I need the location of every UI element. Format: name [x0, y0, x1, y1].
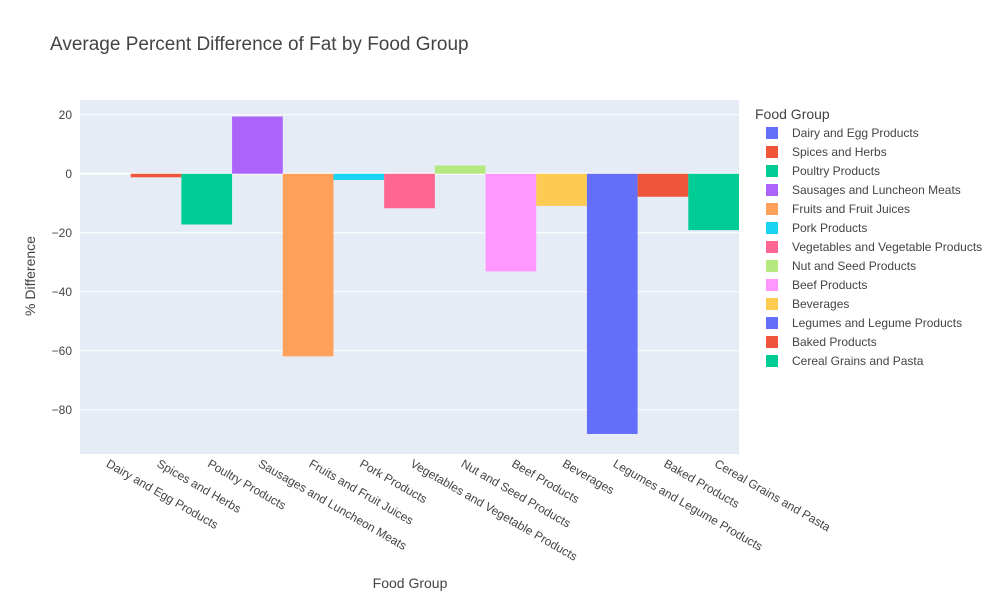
legend-item-label: Nut and Seed Products — [792, 259, 916, 273]
chart-title: Average Percent Difference of Fat by Foo… — [50, 34, 469, 55]
y-tick-label: 0 — [65, 167, 72, 181]
bars — [130, 116, 739, 434]
legend-swatch — [766, 298, 778, 310]
legend-swatch — [766, 336, 778, 348]
legend-title: Food Group — [755, 106, 830, 122]
legend-swatch — [766, 260, 778, 272]
bar — [536, 173, 587, 206]
y-tick-label: 20 — [59, 108, 73, 122]
legend-item-label: Spices and Herbs — [792, 145, 887, 159]
legend-swatch — [766, 165, 778, 177]
legend-swatch — [766, 222, 778, 234]
legend-swatch — [766, 203, 778, 215]
x-axis-title: Food Group — [373, 575, 448, 591]
legend-item-label: Cereal Grains and Pasta — [792, 354, 924, 368]
bar — [130, 173, 182, 178]
bar — [384, 173, 435, 209]
legend-swatch — [766, 146, 778, 158]
y-tick-label: −80 — [52, 403, 73, 417]
legend-swatch — [766, 241, 778, 253]
legend-item-label: Vegetables and Vegetable Products — [792, 240, 982, 254]
legend-item-label: Pork Products — [792, 221, 867, 235]
legend-swatch — [766, 184, 778, 196]
bar — [688, 173, 739, 231]
legend-item-label: Poultry Products — [792, 164, 880, 178]
legend-item-label: Fruits and Fruit Juices — [792, 202, 910, 216]
legend-item-label: Baked Products — [792, 335, 877, 349]
y-axis-title: % Difference — [22, 236, 38, 316]
bar — [232, 116, 283, 174]
legend-item-label: Beef Products — [792, 278, 867, 292]
legend-swatch — [766, 355, 778, 367]
bar — [434, 165, 486, 174]
y-tick-label: −20 — [52, 226, 73, 240]
legend-item-label: Dairy and Egg Products — [792, 126, 919, 140]
legend-swatch — [766, 127, 778, 139]
bar — [333, 173, 385, 180]
bar — [282, 173, 334, 357]
legend-item-label: Sausages and Luncheon Meats — [792, 183, 961, 197]
legend-item-label: Beverages — [792, 297, 849, 311]
plot-background — [80, 100, 739, 454]
bar — [637, 173, 689, 197]
y-tick-label: −40 — [52, 285, 73, 299]
bar — [485, 173, 537, 272]
legend-item-label: Legumes and Legume Products — [792, 316, 962, 330]
bar — [181, 173, 233, 225]
y-axis-ticks: 20 0 −20 −40 −60 −80 — [52, 108, 73, 417]
legend-swatch — [766, 317, 778, 329]
bar — [586, 173, 638, 434]
y-tick-label: −60 — [52, 344, 73, 358]
legend-swatch — [766, 279, 778, 291]
legend: Food Group Dairy and Egg Products Spices … — [755, 106, 982, 368]
